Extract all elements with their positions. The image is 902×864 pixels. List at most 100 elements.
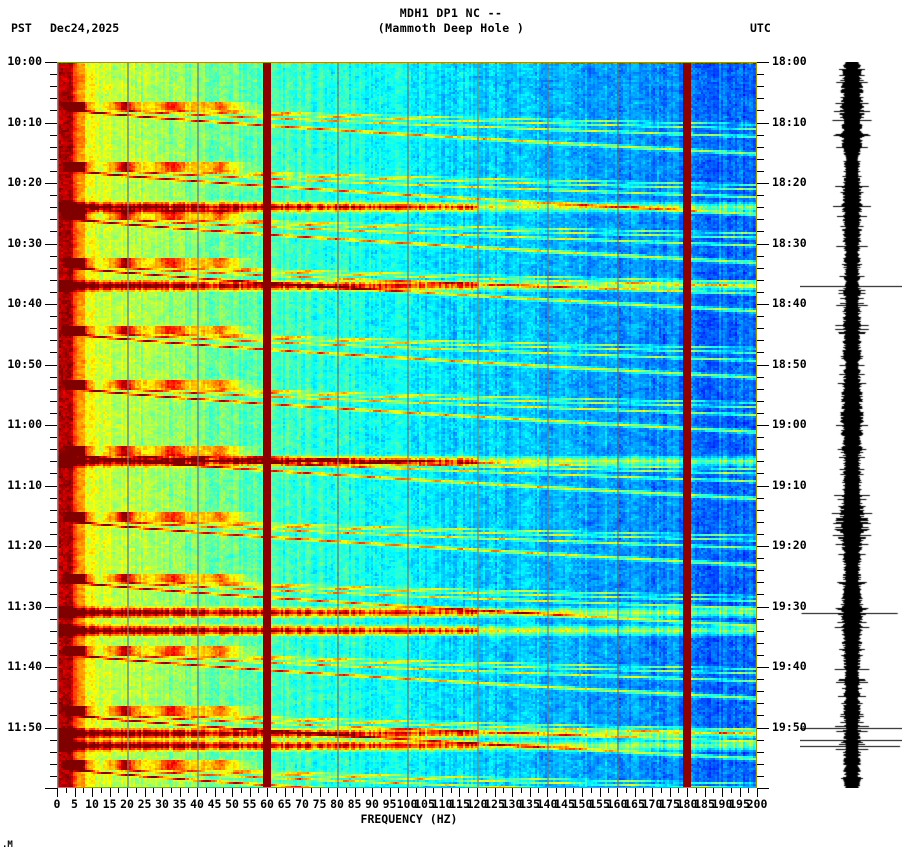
frequency-tick-label: 50	[225, 797, 239, 811]
frequency-tick-label: 15	[102, 797, 117, 811]
axis-tick	[495, 788, 496, 797]
axis-tick	[50, 219, 57, 220]
axis-tick	[740, 788, 741, 797]
axis-tick	[757, 534, 764, 535]
axis-tick	[162, 788, 163, 797]
axis-tick	[643, 788, 644, 793]
axis-tick	[757, 413, 764, 414]
left-time-tick-label: 11:30	[7, 599, 42, 613]
axis-tick	[45, 607, 57, 608]
axis-tick	[50, 147, 57, 148]
frequency-tick-label: 125	[484, 797, 505, 811]
frequency-tick-label: 150	[571, 797, 593, 811]
axis-tick	[241, 788, 242, 793]
axis-tick	[678, 788, 679, 793]
left-time-tick-label: 10:10	[7, 115, 42, 129]
axis-tick	[50, 159, 57, 160]
axis-tick	[757, 98, 764, 99]
axis-tick	[530, 788, 531, 797]
axis-tick	[320, 788, 321, 797]
axis-tick	[757, 691, 764, 692]
frequency-tick-label: 180	[676, 797, 698, 811]
frequency-tick-label: 95	[382, 797, 397, 811]
spectrogram-plot[interactable]	[57, 62, 757, 788]
axis-tick	[50, 461, 57, 462]
axis-tick	[45, 788, 57, 789]
axis-tick	[757, 268, 764, 269]
axis-tick	[267, 788, 268, 797]
axis-tick	[748, 788, 749, 793]
axis-tick	[757, 449, 764, 450]
axis-tick	[118, 788, 119, 793]
axis-tick	[731, 788, 732, 793]
axis-tick	[45, 183, 57, 184]
corner-glyph: .M	[2, 840, 13, 850]
axis-tick	[92, 788, 93, 797]
axis-tick	[757, 764, 764, 765]
timezone-label-left: PST	[11, 21, 32, 35]
frequency-tick-label: 5	[71, 797, 78, 811]
axis-tick	[50, 171, 57, 172]
axis-tick	[50, 449, 57, 450]
axis-tick	[50, 389, 57, 390]
axis-tick	[45, 304, 57, 305]
axis-tick	[442, 788, 443, 797]
axis-tick	[757, 195, 764, 196]
axis-tick	[45, 667, 57, 668]
page-subtitle: (Mammoth Deep Hole )	[377, 21, 525, 35]
frequency-tick-label: 115	[449, 797, 470, 811]
axis-tick	[50, 776, 57, 777]
axis-tick	[757, 159, 764, 160]
axis-tick	[582, 788, 583, 797]
axis-tick	[285, 788, 286, 797]
left-time-tick-label: 11:10	[7, 478, 42, 492]
axis-tick	[50, 231, 57, 232]
axis-tick	[50, 715, 57, 716]
frequency-tick-label: 175	[659, 797, 680, 811]
axis-tick	[45, 123, 57, 124]
axis-tick	[311, 788, 312, 793]
axis-tick	[45, 62, 57, 63]
axis-tick	[50, 740, 57, 741]
frequency-tick-label: 60	[260, 797, 274, 811]
axis-tick	[346, 788, 347, 793]
frequency-tick-label: 135	[519, 797, 540, 811]
axis-tick	[486, 788, 487, 793]
axis-tick	[757, 256, 764, 257]
axis-tick	[433, 788, 434, 793]
axis-tick	[468, 788, 469, 793]
axis-tick	[206, 788, 207, 793]
left-time-tick-label: 10:20	[7, 175, 42, 189]
axis-tick	[293, 788, 294, 793]
axis-tick	[381, 788, 382, 793]
frequency-tick-label: 200	[746, 797, 768, 811]
frequency-tick-label: 145	[554, 797, 575, 811]
frequency-tick-label: 170	[641, 797, 663, 811]
axis-tick	[757, 570, 764, 571]
axis-tick	[757, 244, 769, 245]
axis-tick	[512, 788, 513, 797]
axis-tick	[459, 788, 460, 797]
axis-tick	[50, 594, 57, 595]
axis-tick	[661, 788, 662, 793]
axis-tick	[705, 788, 706, 797]
axis-tick	[451, 788, 452, 793]
axis-tick	[258, 788, 259, 793]
axis-tick	[171, 788, 172, 793]
axis-tick	[757, 292, 764, 293]
axis-tick	[757, 74, 764, 75]
axis-tick	[425, 788, 426, 797]
axis-tick	[110, 788, 111, 797]
axis-tick	[50, 570, 57, 571]
spectrogram-canvas[interactable]	[57, 62, 757, 788]
axis-tick	[57, 788, 58, 797]
axis-tick	[696, 788, 697, 793]
axis-tick	[652, 788, 653, 797]
frequency-tick-label: 75	[312, 797, 327, 811]
axis-tick	[757, 147, 764, 148]
left-time-tick-label: 10:00	[7, 54, 42, 68]
frequency-tick-label: 130	[501, 797, 523, 811]
axis-tick	[188, 788, 189, 793]
axis-tick	[635, 788, 636, 797]
axis-tick	[50, 280, 57, 281]
